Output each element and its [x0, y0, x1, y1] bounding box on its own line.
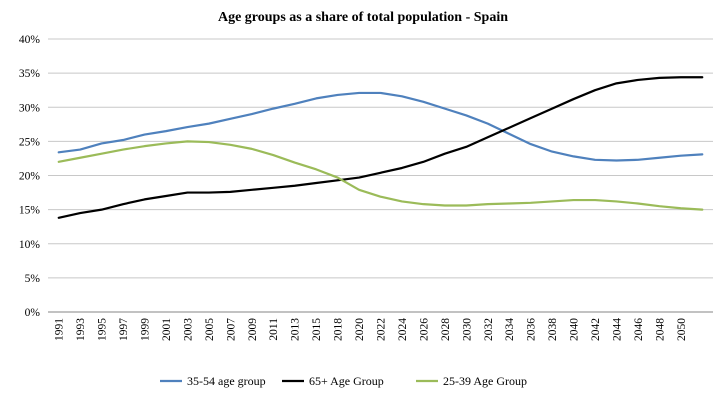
- x-tick-label: 2050: [676, 318, 688, 341]
- x-tick-label: 2040: [569, 318, 581, 341]
- legend-label: 25-39 Age Group: [443, 374, 527, 388]
- y-tick-label: 25%: [19, 136, 41, 148]
- x-tick-label: 2003: [182, 318, 194, 341]
- x-tick-label: 2022: [376, 318, 388, 341]
- series-line-1: [57, 76, 704, 219]
- x-tick-label: 2009: [247, 318, 259, 341]
- y-tick-label: 5%: [25, 273, 41, 285]
- legend: 35-54 age group 65+ Age Group 25-39 Age Gr…: [160, 374, 527, 388]
- x-tick-label: 2015: [311, 318, 323, 341]
- series-line-0: [57, 91, 704, 162]
- gridlines: [48, 38, 713, 313]
- x-tick-label: 2001: [161, 318, 173, 341]
- x-tick-label: 2030: [461, 318, 473, 341]
- x-tick-label: 1993: [75, 318, 87, 341]
- y-tick-label: 20%: [19, 171, 41, 183]
- y-tick-label: 30%: [19, 102, 41, 114]
- x-tick-label: 2011: [268, 318, 280, 341]
- x-tick-label: 2005: [204, 318, 216, 341]
- x-tick-label: 1997: [118, 318, 130, 341]
- y-tick-label: 35%: [19, 68, 41, 80]
- x-tick-label: 2013: [290, 318, 302, 341]
- y-tick-label: 15%: [19, 205, 41, 217]
- x-axis-ticks: 1991 1993 1995 1997 1999 2001 2003 2005 2007 2009…: [54, 318, 688, 341]
- x-tick-label: 2018: [333, 318, 345, 341]
- y-tick-label: 0%: [25, 307, 41, 319]
- series-lines: [57, 76, 704, 219]
- x-tick-label: 2007: [225, 318, 237, 341]
- x-tick-label: 2028: [440, 318, 452, 341]
- x-tick-label: 2032: [483, 318, 495, 341]
- x-tick-label: 1995: [97, 318, 109, 341]
- x-tick-label: 1999: [140, 318, 152, 341]
- chart-title: Age groups as a share of total populatio…: [218, 10, 508, 25]
- x-tick-label: 2042: [590, 318, 602, 341]
- legend-label: 65+ Age Group: [309, 374, 384, 388]
- x-tick-label: 2048: [654, 318, 666, 341]
- x-tick-label: 2046: [633, 318, 645, 341]
- y-tick-label: 10%: [19, 239, 41, 251]
- series-line-2: [57, 140, 704, 211]
- y-tick-label: 40%: [19, 34, 41, 46]
- x-tick-label: 2034: [504, 318, 516, 341]
- x-tick-label: 2024: [397, 318, 409, 341]
- x-tick-label: 2038: [547, 318, 559, 341]
- legend-label: 35-54 age group: [187, 374, 266, 388]
- x-tick-label: 2036: [526, 318, 538, 341]
- x-tick-label: 2026: [418, 318, 430, 341]
- x-tick-label: 1991: [54, 318, 66, 341]
- x-tick-label: 2044: [611, 318, 623, 341]
- x-tick-label: 2020: [354, 318, 366, 341]
- y-axis-ticks: 0% 5% 10% 15% 20% 25% 30% 35% 40%: [19, 34, 41, 319]
